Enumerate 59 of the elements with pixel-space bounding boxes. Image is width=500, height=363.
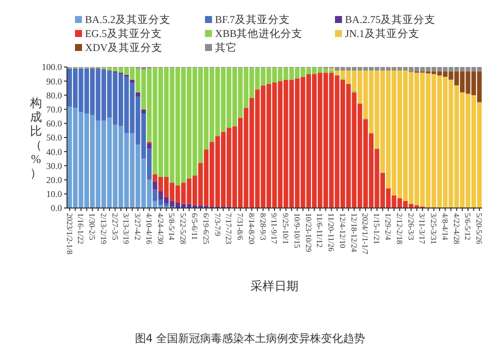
- x-tick-label: 10/23-10/29: [304, 213, 313, 252]
- legend-label: BF.7及其亚分支: [215, 13, 290, 26]
- legend-label: XDV及其亚分支: [85, 41, 163, 54]
- x-tick-label: 11/20-11/26: [326, 213, 336, 252]
- legend-label: BA.5.2及其亚分支: [85, 13, 170, 26]
- x-tick-label: 9/11-9/17: [270, 213, 279, 244]
- y-tick-label: 50.0: [46, 132, 62, 143]
- x-tick-label: 7/31-8/6: [236, 213, 245, 240]
- legend-label: EG.5及其亚分支: [85, 27, 162, 40]
- y-tick-label: 60.0: [46, 118, 62, 129]
- x-tick-label: 8/14-8/20: [246, 213, 256, 244]
- x-tick-label: 5/20-5/26: [474, 213, 484, 244]
- x-tick-label: 7/17-7/23: [224, 213, 234, 244]
- x-tick-label: 1/15-1/21: [372, 213, 382, 244]
- x-axis-title: 采样日期: [250, 279, 298, 293]
- x-tick-label: 2/27-3/5: [110, 213, 120, 240]
- x-tick-label: 4/8-4/14: [440, 213, 450, 240]
- y-tick-label: 100.0: [42, 62, 62, 72]
- legend-label: XBB其他进化分支: [215, 27, 303, 40]
- y-tick-label: 90.0: [46, 76, 62, 86]
- x-tick-label: 2/13-2/19: [98, 213, 108, 244]
- x-tick-label: 1/30-2/5: [88, 213, 97, 240]
- x-tick-label: 1/29-2/4: [384, 213, 393, 240]
- x-tick-label: 2/26-3/3: [406, 213, 416, 240]
- legend-label: JN.1及其亚分支: [345, 27, 420, 40]
- x-tick-label: 7/3-7/9: [212, 213, 222, 236]
- x-tick-label: 3/27-4/2: [133, 213, 142, 240]
- x-tick-label: 2023/1/2-1/8: [64, 213, 74, 254]
- y-tick-label: 20.0: [46, 174, 62, 185]
- legend-label: 其它: [215, 41, 237, 54]
- y-tick-label: 40.0: [46, 146, 62, 157]
- x-tick-label: 11/6-11/12: [315, 213, 324, 248]
- x-tick-label: 5/6-5/12: [463, 213, 472, 240]
- y-tick-label: 10.0: [46, 189, 62, 200]
- y-tick-label: 0.0: [50, 203, 62, 214]
- x-tick-label: 4/10-4/16: [144, 213, 154, 244]
- legend-label: BA.2.75及其亚分支: [345, 13, 436, 26]
- x-tick-label: 3/25-3/31: [429, 213, 438, 244]
- x-tick-label: 3/11-3/17: [418, 213, 427, 244]
- x-tick-label: 6/5-6/11: [190, 213, 200, 240]
- x-tick-label: 8/28-9/3: [258, 213, 268, 240]
- x-tick-label: 2/12-2/18: [394, 213, 404, 244]
- y-tick-label: 30.0: [46, 160, 62, 171]
- x-tick-label: 5/22-5/28: [178, 213, 188, 244]
- x-tick-label: 4/24-4/30: [156, 213, 165, 244]
- x-tick-label: 12/18-12/24: [349, 213, 358, 252]
- y-axis-title: 构成比（%）: [29, 96, 42, 180]
- x-tick-label: 3/13-3/19: [122, 213, 131, 244]
- y-tick-label: 70.0: [46, 104, 62, 114]
- x-tick-label: 1/16-1/22: [76, 213, 86, 244]
- x-tick-label: 5/8-5/14: [167, 213, 176, 240]
- caption: 图4 全国新冠病毒感染本土病例变异株变化趋势: [134, 332, 366, 345]
- x-tick-label: 2024/1/1-1/7: [360, 213, 370, 254]
- x-tick-label: 10/9-10/15: [292, 213, 302, 248]
- x-tick-label: 4/22-4/28: [452, 213, 461, 244]
- x-tick-label: 12/4-12/10: [338, 213, 347, 248]
- x-tick-label: 9/25-10/1: [281, 213, 290, 244]
- y-tick-label: 80.0: [46, 90, 62, 100]
- x-tick-label: 6/19-6/25: [201, 213, 210, 244]
